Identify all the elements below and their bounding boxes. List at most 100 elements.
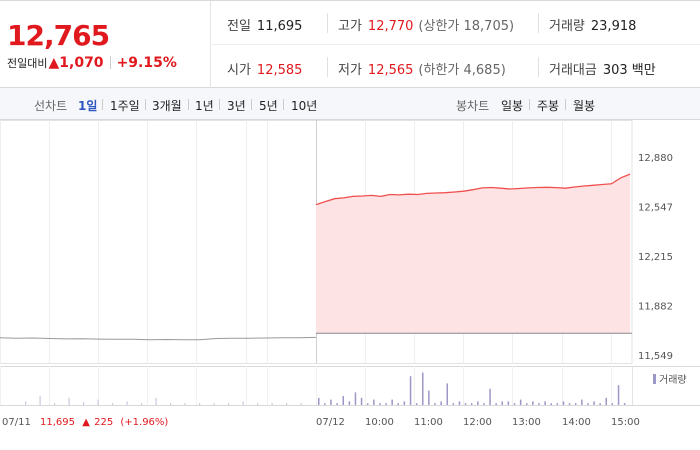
x-axis: 07/12 10:00 11:00 12:00 13:00 14:00 15:00: [316, 417, 640, 428]
volume-bar: [428, 390, 430, 405]
volume-bar: [170, 403, 172, 405]
divider: [212, 44, 700, 45]
volume-bar: [366, 403, 369, 405]
volume-bar: [141, 403, 143, 405]
divider: [538, 13, 539, 33]
volume-bar: [68, 397, 70, 405]
prev-day-line: [0, 336, 317, 341]
volume-bar: [54, 403, 56, 405]
volume-bar: [489, 388, 491, 405]
volume-bar: [422, 372, 424, 405]
volume-bar: [184, 403, 186, 405]
volume-bar: [409, 376, 412, 405]
x-tick-label: 15:00: [611, 417, 640, 428]
volume-bar: [39, 396, 41, 405]
change-label: 전일대비: [7, 57, 48, 70]
volume-bar: [532, 401, 534, 405]
volume-bar: [373, 399, 375, 405]
tab-1d[interactable]: 1일: [78, 99, 98, 113]
divider: [327, 13, 328, 33]
volume-bar: [477, 401, 479, 405]
volume-bar: [544, 401, 546, 405]
volume-bar: [562, 401, 565, 405]
volume-bar: [330, 399, 332, 405]
volume-bar: [126, 401, 128, 405]
current-price: 12,765: [7, 19, 110, 52]
divider: [102, 99, 103, 110]
stat-low: 저가 12,565 (하한가 4,685): [338, 63, 506, 78]
today-area: [316, 174, 630, 334]
tab-1y[interactable]: 1년: [195, 99, 214, 113]
volume-legend-label: 거래량: [659, 374, 687, 386]
volume-bar: [385, 403, 387, 405]
volume-bar: [581, 399, 583, 405]
volume-bar: [199, 403, 201, 405]
today-line: [315, 173, 631, 206]
tab-10y[interactable]: 10년: [291, 99, 318, 113]
divider: [327, 57, 328, 77]
change-line: 전일대비▲1,070 +9.15%: [7, 55, 177, 71]
prev-change-label: 225: [94, 417, 113, 428]
volume-bar: [300, 403, 302, 405]
tab-weekly-candle[interactable]: 주봉: [537, 99, 560, 113]
volume-bar: [97, 399, 99, 405]
volume-bar: [324, 403, 326, 405]
volume-bar: [155, 397, 157, 405]
stat-prev-close: 전일 11,695: [227, 19, 303, 34]
change-value: 1,070: [59, 55, 104, 71]
tab-5y[interactable]: 5년: [259, 99, 278, 113]
volume-bar: [440, 401, 442, 405]
tab-monthly-candle[interactable]: 월봉: [573, 99, 596, 113]
volume-bar: [507, 401, 510, 405]
volume-bar: [617, 385, 620, 405]
volume-bar: [605, 397, 607, 405]
divider: [219, 99, 220, 110]
volume-bar: [25, 401, 27, 405]
stats-panel: 전일 11,695 고가 12,770 (상한가 18,705) 거래량 23,918 …: [212, 1, 700, 88]
volume-bar: [458, 401, 461, 405]
volume-bar: [519, 399, 522, 405]
volume-bar: [556, 403, 559, 405]
change-percent: +9.15%: [116, 55, 177, 71]
volume-bar: [574, 403, 577, 405]
price-box: 12,765 전일대비▲1,070 +9.15%: [0, 1, 211, 88]
volume-bar: [397, 403, 399, 405]
volume-bar: [348, 401, 351, 405]
volume-bar: [470, 403, 473, 405]
volume-bar: [360, 397, 363, 405]
line-chart-label: 선차트: [34, 99, 68, 113]
volume-bar: [379, 403, 381, 405]
tab-3y[interactable]: 3년: [227, 99, 246, 113]
divider: [145, 99, 146, 110]
x-tick-label: 07/12: [316, 417, 345, 428]
chart-lines: [0, 173, 632, 341]
volume-bar: [446, 383, 448, 405]
volume-bar: [242, 401, 244, 405]
divider: [529, 99, 530, 110]
volume-bar: [271, 403, 273, 405]
divider: [188, 99, 189, 110]
volume-bar: [257, 403, 259, 405]
up-arrow-icon: ▲: [48, 55, 60, 71]
volume-bars: [25, 372, 626, 405]
tab-1w[interactable]: 1주일: [110, 99, 140, 113]
volume-bar: [83, 402, 85, 405]
volume-bar: [526, 403, 528, 405]
volume-bar: [568, 403, 571, 405]
volume-bar: [286, 403, 288, 405]
volume-bar: [354, 392, 357, 405]
volume-bar: [112, 403, 114, 405]
volume-legend: 거래량: [653, 374, 687, 386]
volume-bar: [593, 401, 595, 405]
prev-percent-label: (+1.96%): [120, 417, 168, 428]
volume-bar: [501, 401, 503, 405]
divider: [565, 99, 566, 110]
volume-bar: [587, 403, 589, 405]
chart-tabs: 선차트 1일 1주일 3개월 1년 3년 5년 10년 봉차트 일봉 주봉 월봉: [0, 88, 700, 120]
volume-bar: [213, 403, 215, 405]
tab-3m[interactable]: 3개월: [152, 99, 182, 113]
tab-daily-candle[interactable]: 일봉: [501, 99, 524, 113]
price-summary: 12,765 전일대비▲1,070 +9.15% 전일 11,695 고가 12,77…: [0, 0, 700, 88]
volume-bar: [611, 403, 614, 405]
volume-bar: [342, 396, 344, 405]
